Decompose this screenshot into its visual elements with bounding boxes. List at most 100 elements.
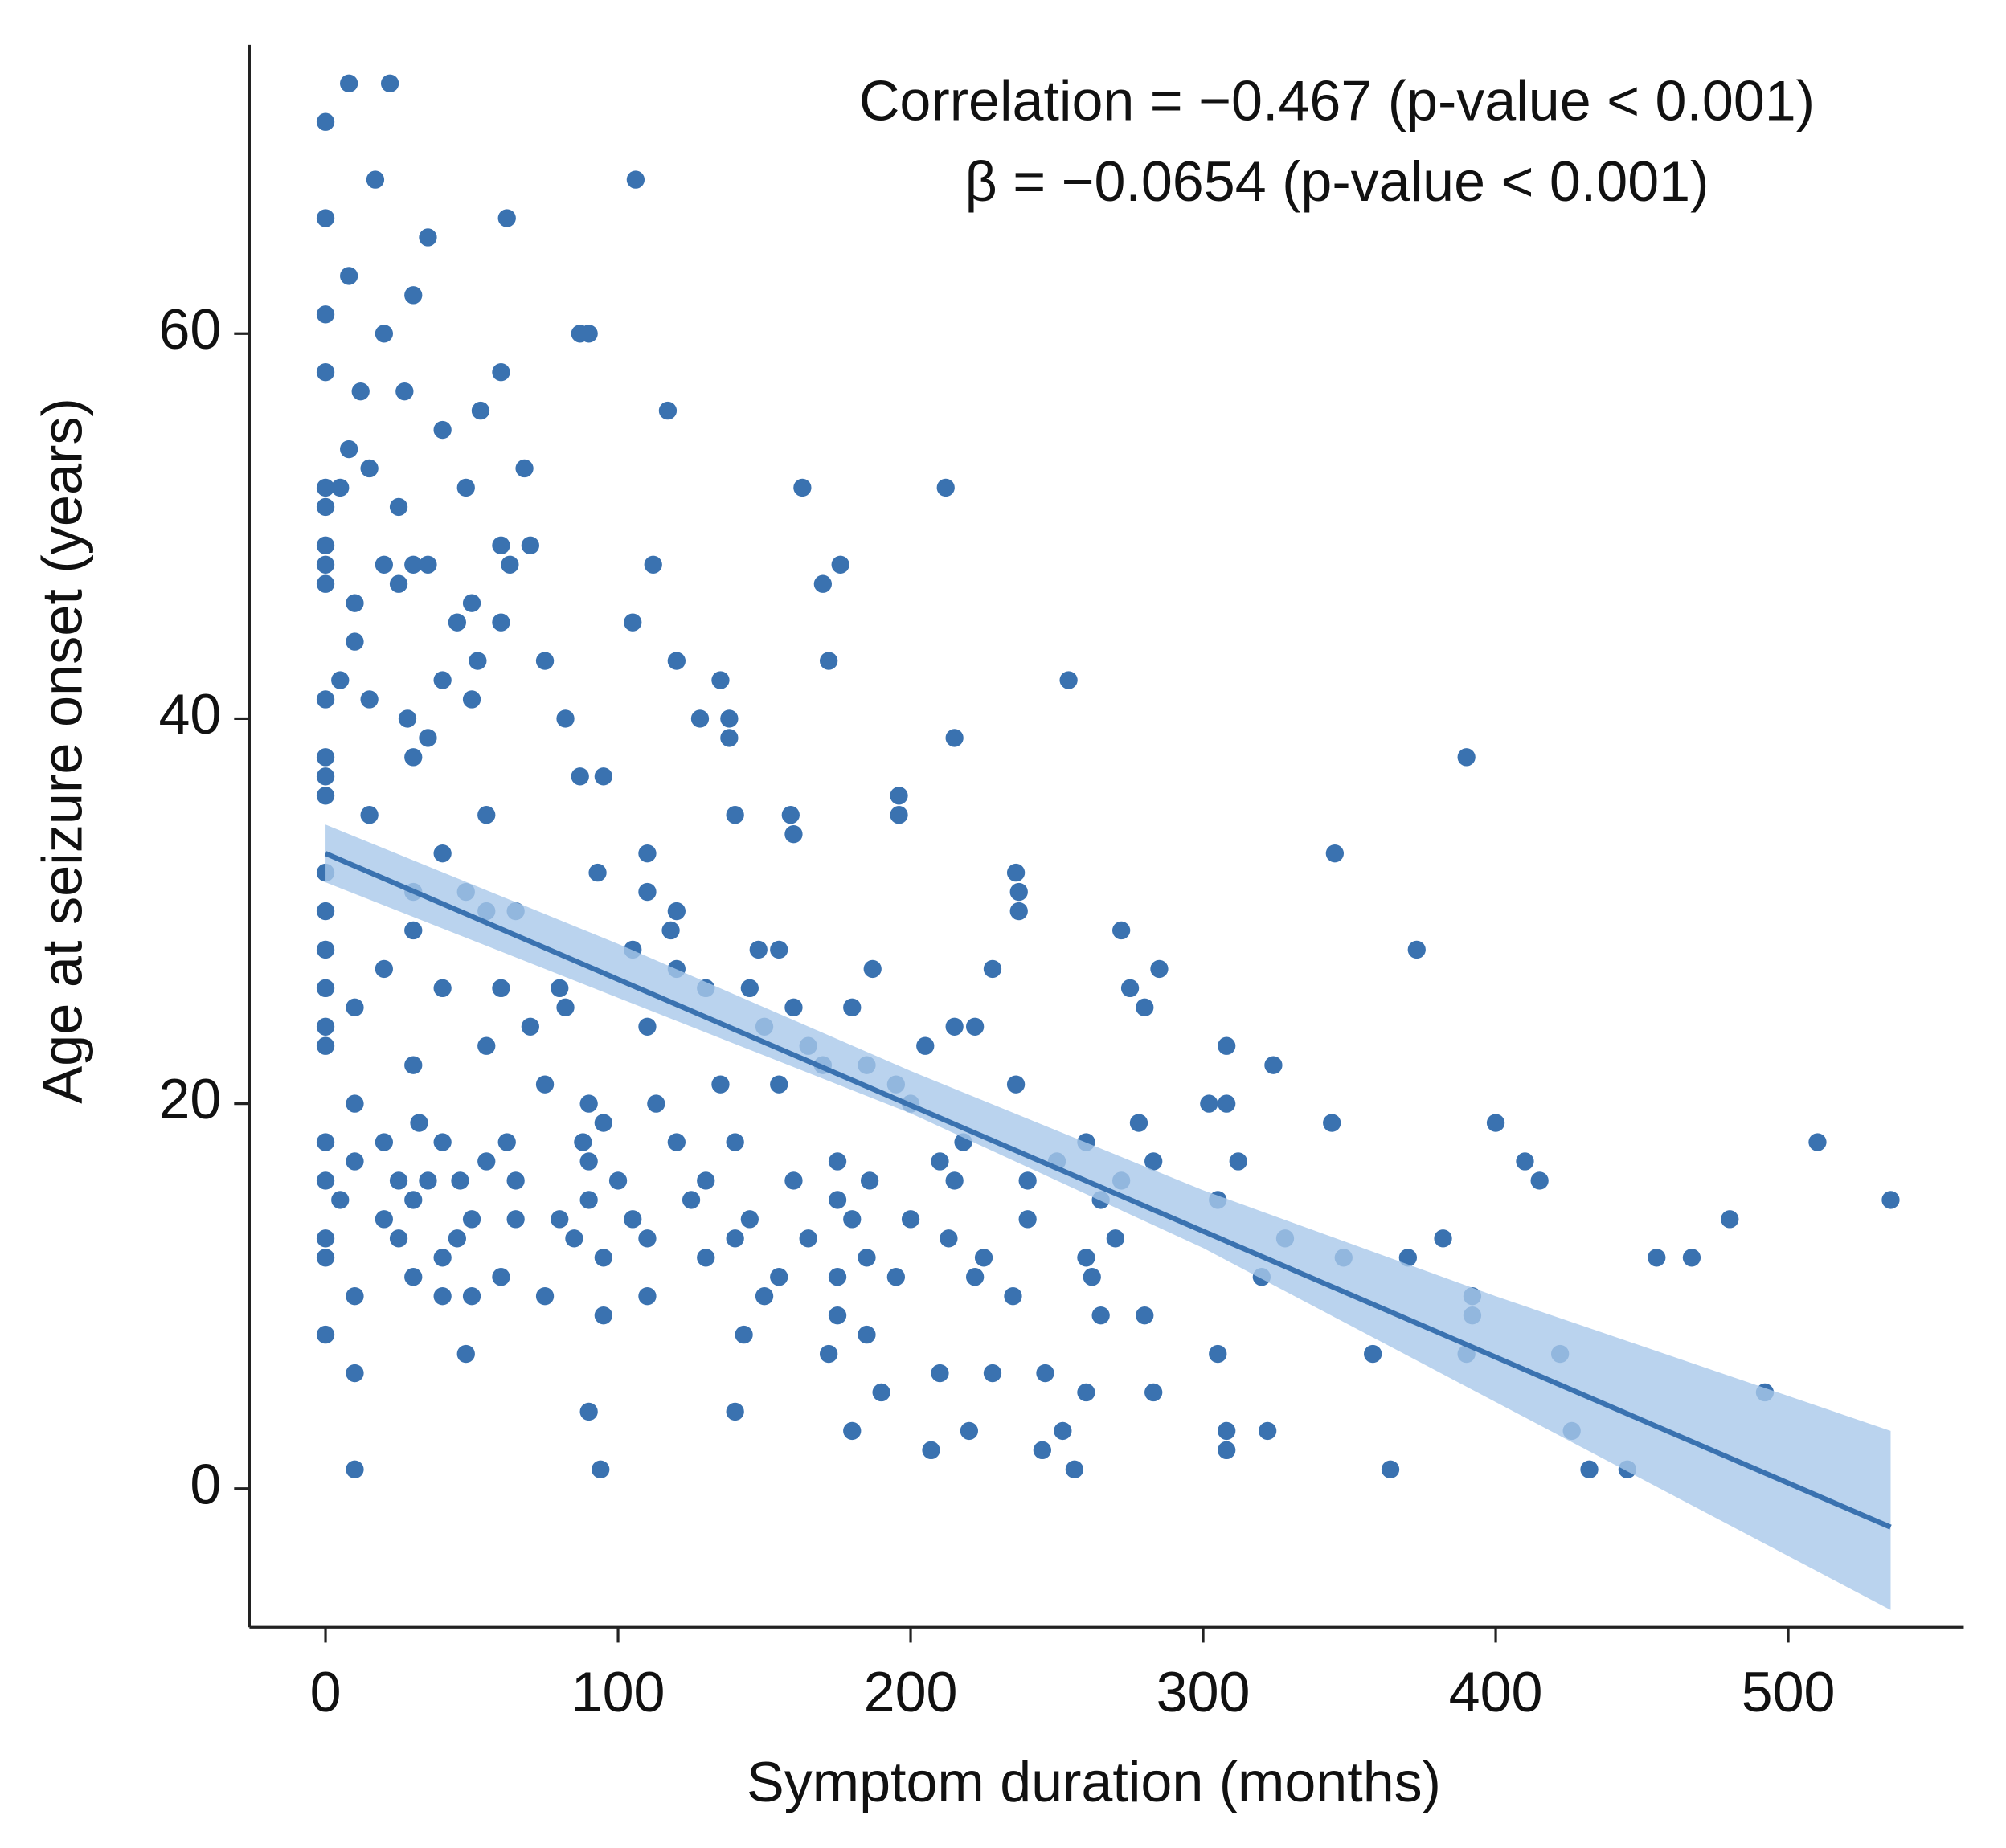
point <box>1721 1210 1739 1229</box>
point <box>1004 1287 1022 1306</box>
point <box>1059 671 1078 689</box>
point <box>316 767 335 786</box>
point <box>316 574 335 593</box>
point <box>419 1171 437 1190</box>
point <box>360 459 379 478</box>
point <box>535 1075 555 1094</box>
point <box>667 652 686 670</box>
point <box>565 1229 583 1248</box>
point <box>858 1249 876 1267</box>
point <box>740 1210 759 1229</box>
point <box>360 806 379 824</box>
point <box>1036 1364 1054 1383</box>
point <box>316 305 335 324</box>
point <box>594 767 612 786</box>
point <box>1407 940 1426 959</box>
point <box>316 1133 335 1151</box>
point <box>316 209 335 227</box>
y-tick-label: 0 <box>190 1452 221 1515</box>
point <box>983 1364 1002 1383</box>
point <box>375 1210 393 1229</box>
point <box>720 709 739 728</box>
point <box>799 1229 817 1248</box>
point <box>404 748 423 767</box>
point <box>690 709 710 728</box>
point <box>1091 1306 1110 1325</box>
point <box>828 1268 847 1286</box>
point <box>843 1421 862 1441</box>
point <box>462 1287 481 1306</box>
point <box>1144 1383 1163 1402</box>
point <box>1006 1075 1026 1094</box>
point <box>720 729 739 747</box>
point <box>945 729 964 747</box>
point <box>340 267 358 285</box>
point <box>340 440 358 459</box>
x-tick-label: 300 <box>1157 1660 1251 1723</box>
point <box>931 1152 949 1171</box>
point <box>316 536 335 554</box>
point <box>469 652 487 670</box>
point <box>667 902 686 921</box>
point <box>462 594 481 612</box>
point <box>647 1094 665 1113</box>
point <box>579 325 598 343</box>
point <box>477 1036 496 1055</box>
x-tick-label: 0 <box>310 1660 342 1723</box>
point <box>886 1268 905 1286</box>
point <box>574 1133 592 1151</box>
point <box>831 555 849 574</box>
point <box>638 1229 657 1248</box>
point <box>395 382 414 401</box>
point <box>813 574 832 593</box>
point <box>711 1075 730 1094</box>
point <box>863 959 882 979</box>
point <box>819 1344 838 1364</box>
point <box>626 170 645 189</box>
point <box>448 1229 466 1248</box>
point <box>1648 1249 1666 1267</box>
point <box>819 652 838 670</box>
point <box>316 363 335 382</box>
point <box>1218 1094 1236 1113</box>
point <box>1054 1421 1072 1441</box>
point <box>749 940 768 959</box>
point <box>556 998 575 1016</box>
x-axis-label: Symptom duration (months) <box>747 1750 1441 1813</box>
point <box>404 1056 423 1074</box>
point <box>506 1210 525 1229</box>
point <box>661 921 680 940</box>
point <box>755 1287 774 1306</box>
point <box>456 478 475 497</box>
point <box>316 1325 335 1344</box>
point <box>375 555 393 574</box>
point <box>551 1210 569 1229</box>
point <box>316 1171 335 1190</box>
point <box>316 902 335 921</box>
point <box>1364 1344 1382 1364</box>
point <box>316 1249 335 1267</box>
regression-line <box>324 851 1892 1530</box>
point <box>872 1383 890 1402</box>
point <box>1009 882 1028 902</box>
point <box>784 998 803 1016</box>
point <box>682 1191 701 1209</box>
point <box>497 1133 516 1151</box>
point <box>1516 1152 1534 1171</box>
point <box>1218 1441 1236 1460</box>
point <box>1077 1249 1095 1267</box>
point <box>433 1249 452 1267</box>
point <box>945 1171 964 1190</box>
point <box>398 709 417 728</box>
point <box>770 1268 788 1286</box>
point <box>346 1287 364 1306</box>
point <box>404 555 423 574</box>
point <box>1264 1056 1283 1074</box>
point <box>1077 1383 1095 1402</box>
point <box>658 401 678 420</box>
point <box>462 1210 481 1229</box>
point <box>983 959 1002 979</box>
point <box>515 459 534 478</box>
point <box>433 844 452 863</box>
